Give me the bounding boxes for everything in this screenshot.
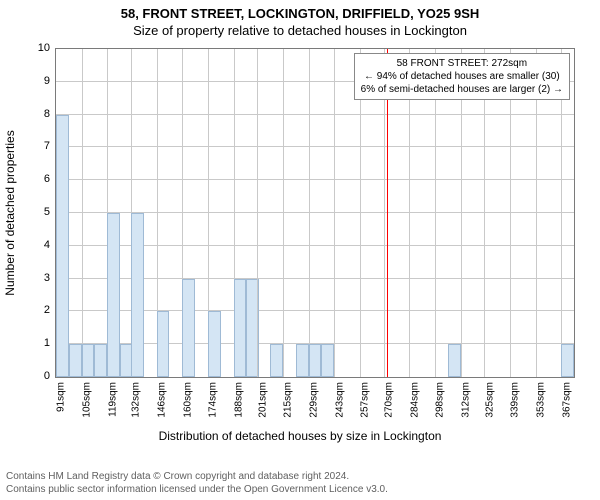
x-tick-label: 367sqm [561,382,572,418]
y-axis-label: Number of detached properties [3,130,17,295]
x-tick-label: 91sqm [56,382,67,412]
histogram-bar [448,344,461,377]
x-tick-label: 132sqm [131,382,142,418]
x-tick-label: 243sqm [334,382,345,418]
gridline-v [283,49,284,377]
y-tick-label: 7 [30,140,50,152]
chart-container: 58, FRONT STREET, LOCKINGTON, DRIFFIELD,… [0,0,600,500]
x-tick-label: 215sqm [283,382,294,418]
histogram-bar [234,279,247,377]
x-tick-label: 188sqm [233,382,244,418]
histogram-bar [561,344,574,377]
gridline-h [56,146,574,147]
x-tick-label: 284sqm [409,382,420,418]
footer-line-1: Contains HM Land Registry data © Crown c… [6,470,388,483]
x-tick-label: 270sqm [384,382,395,418]
x-tick-label: 201sqm [257,382,268,418]
histogram-bar [82,344,95,377]
x-axis-label: Distribution of detached houses by size … [0,429,600,443]
y-tick-label: 9 [30,75,50,87]
footer-line-2: Contains public sector information licen… [6,483,388,496]
gridline-v [309,49,310,377]
x-tick-label: 353sqm [535,382,546,418]
histogram-bar [69,344,82,377]
gridline-h [56,179,574,180]
histogram-bar [296,344,309,377]
x-tick-label: 105sqm [82,382,93,418]
x-tick-label: 298sqm [435,382,446,418]
histogram-bar [107,213,120,377]
histogram-bar [56,115,69,377]
y-tick-label: 8 [30,108,50,120]
histogram-bar [309,344,322,377]
x-tick-label: 174sqm [208,382,219,418]
y-tick-label: 2 [30,304,50,316]
x-tick-label: 229sqm [309,382,320,418]
x-tick-label: 146sqm [157,382,168,418]
x-tick-label: 160sqm [182,382,193,418]
x-tick-label: 257sqm [360,382,371,418]
annotation-line-1: 58 FRONT STREET: 272sqm [361,57,563,70]
histogram-bar [182,279,195,377]
y-tick-label: 5 [30,206,50,218]
histogram-bar [131,213,144,377]
x-tick-label: 119sqm [107,382,118,417]
annotation-line-3: 6% of semi-detached houses are larger (2… [361,83,563,96]
x-tick-label: 325sqm [484,382,495,418]
gridline-h [56,114,574,115]
y-tick-label: 0 [30,370,50,382]
y-tick-label: 1 [30,337,50,349]
page-subtitle: Size of property relative to detached ho… [0,21,600,38]
x-tick-label: 339sqm [510,382,521,418]
plot-area: 58 FRONT STREET: 272sqm ← 94% of detache… [55,48,575,378]
x-tick-label: 312sqm [460,382,471,418]
gridline-v [257,49,258,377]
page-title: 58, FRONT STREET, LOCKINGTON, DRIFFIELD,… [0,0,600,21]
annotation-line-2: ← 94% of detached houses are smaller (30… [361,70,563,83]
gridline-v [82,49,83,377]
histogram-bar [157,311,170,377]
histogram-bar [321,344,334,377]
y-tick-label: 6 [30,173,50,185]
footer-attribution: Contains HM Land Registry data © Crown c… [6,470,388,496]
histogram-bar [208,311,221,377]
histogram-bar [270,344,283,377]
gridline-v [334,49,335,377]
annotation-box: 58 FRONT STREET: 272sqm ← 94% of detache… [354,53,570,100]
histogram-bar [94,344,107,377]
y-tick-label: 4 [30,239,50,251]
y-tick-label: 10 [30,42,50,54]
y-tick-label: 3 [30,272,50,284]
